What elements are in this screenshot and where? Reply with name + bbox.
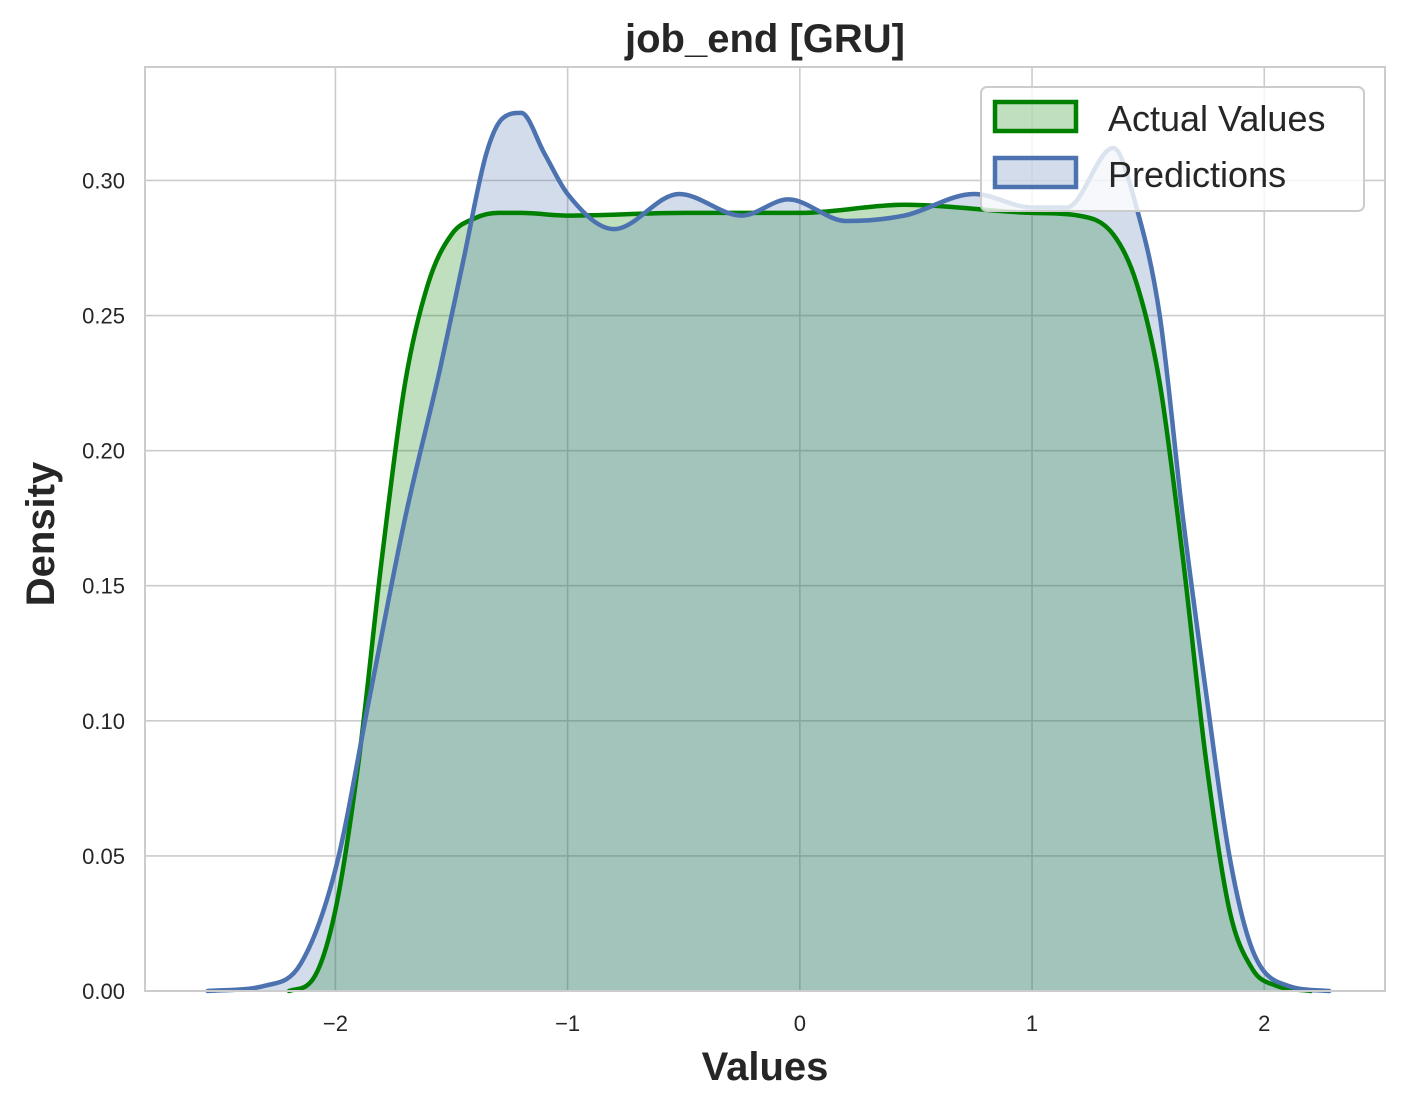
- x-tick-label: −2: [323, 1011, 348, 1036]
- y-tick-label: 0.00: [82, 979, 125, 1004]
- legend-label-actual-values: Actual Values: [1108, 98, 1325, 139]
- x-axis-label: Values: [702, 1045, 829, 1089]
- legend-swatch-actual-values: [992, 99, 1079, 134]
- y-tick-label: 0.15: [82, 574, 125, 599]
- area-fill-actual-values: [288, 204, 1311, 991]
- x-tick-label: 0: [794, 1011, 806, 1036]
- y-tick-label: 0.20: [82, 439, 125, 464]
- legend-swatch-predictions: [992, 155, 1079, 190]
- tick-labels: −2 −1 0 1 2 0.00 0.05 0.10 0.15 0.20 0.25 0.30: [82, 168, 1270, 1036]
- chart-title: job_end [GRU]: [624, 17, 905, 61]
- legend: Actual Values Predictions: [980, 86, 1365, 212]
- y-tick-label: 0.25: [82, 304, 125, 329]
- y-tick-label: 0.30: [82, 168, 125, 193]
- series-layer: [205, 110, 1332, 994]
- x-tick-label: −1: [555, 1011, 580, 1036]
- legend-label-predictions: Predictions: [1108, 154, 1286, 195]
- x-tick-label: 2: [1258, 1011, 1270, 1036]
- plot-frame: [144, 66, 1386, 992]
- y-tick-label: 0.05: [82, 844, 125, 869]
- density-line-actual-values: [286, 202, 1313, 994]
- x-tick-label: 1: [1026, 1011, 1038, 1036]
- area-fill-predictions: [207, 112, 1330, 992]
- y-axis-label: Density: [19, 461, 63, 606]
- grid: [145, 67, 1385, 992]
- density-line-predictions: [205, 110, 1332, 994]
- y-tick-label: 0.10: [82, 709, 125, 734]
